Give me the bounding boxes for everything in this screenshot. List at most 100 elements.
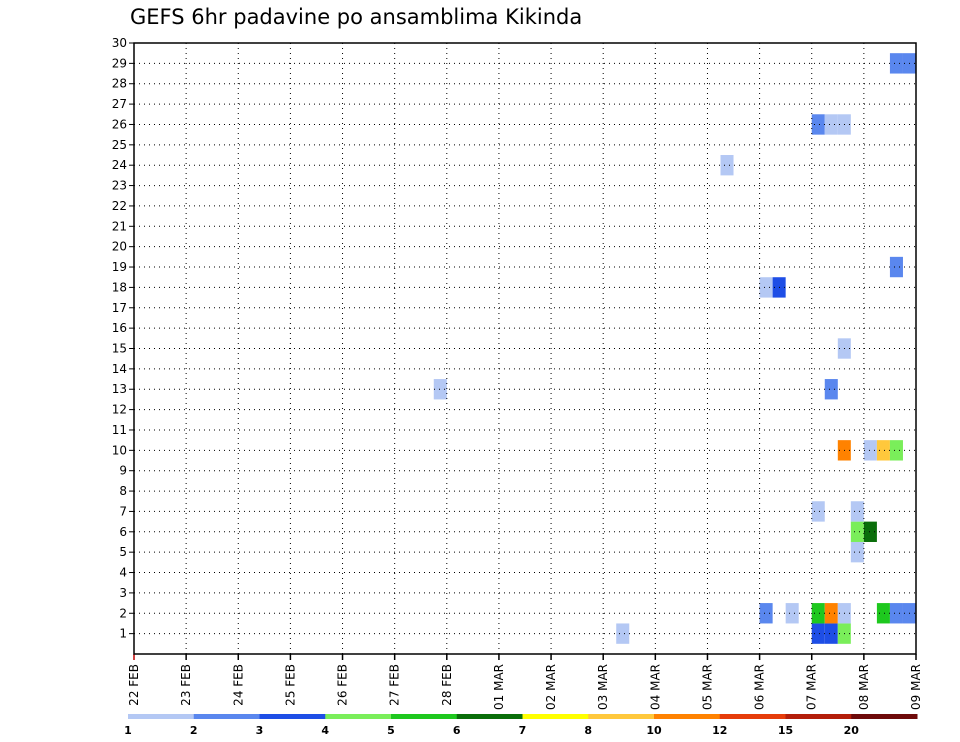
y-tick-label: 9 [119,464,127,478]
colorbar-label: 20 [844,724,860,737]
colorbar-swatch [588,714,655,719]
colorbar-label: 2 [190,724,198,737]
colorbar-label: 5 [387,724,395,737]
colorbar-label: 12 [712,724,727,737]
heat-cell [863,440,877,461]
colorbar-label: 8 [584,724,592,737]
colorbar-swatch [851,714,918,719]
y-tick-label: 2 [119,606,127,620]
x-tick-label: 27 FEB [388,664,402,706]
heat-cell [811,603,825,624]
heat-cell [889,603,903,624]
heat-cell [811,623,825,644]
x-tick-label: 04 MAR [648,664,662,710]
heat-cell [433,379,447,400]
heat-cell [889,53,903,74]
y-tick-label: 21 [112,219,127,233]
heat-cell [863,521,877,542]
heat-cell [720,155,734,176]
y-tick-label: 14 [112,362,127,376]
y-tick-label: 17 [112,301,127,315]
y-tick-label: 1 [119,627,127,641]
colorbar-label: 6 [453,724,461,737]
heat-cell [824,114,838,135]
y-axis: 1234567891011121314151617181920212223242… [112,36,134,641]
y-tick-label: 24 [112,158,127,172]
x-tick-label: 26 FEB [336,664,350,706]
heat-cell [889,256,903,278]
plot-frame [133,42,917,655]
colorbar-swatch [785,714,852,719]
x-tick-label: 03 MAR [596,664,610,710]
y-tick-label: 18 [112,280,127,294]
y-tick-label: 16 [112,321,127,335]
y-tick-label: 26 [112,117,127,131]
colorbar-swatch [522,714,589,719]
colorbar-swatch [719,714,786,719]
y-tick-label: 20 [112,240,127,254]
heat-cell [785,603,799,624]
y-tick-label: 4 [119,566,127,580]
colorbar-label: 3 [256,724,264,737]
heat-cell [824,603,838,624]
chart-title: GEFS 6hr padavine po ansamblima Kikinda [130,5,582,29]
heat-cell [824,379,838,400]
colorbar-label: 7 [519,724,527,737]
colorbar-swatch [654,714,721,719]
heat-cell [759,277,773,298]
colorbar-swatch [259,714,326,719]
x-tick-label: 28 FEB [440,664,454,706]
heat-cell [811,114,825,135]
x-tick-label: 25 FEB [283,664,297,706]
heat-cell [876,603,890,624]
x-tick-label: 05 MAR [700,664,714,710]
x-tick-label: 07 MAR [805,664,819,710]
y-tick-label: 7 [119,504,127,518]
colorbar-label: 10 [646,724,662,737]
colorbar-swatch [325,714,392,719]
heat-cell [876,440,890,461]
colorbar: 1 2 3 4 5 6 7 8 10 12 15 20 [124,714,918,737]
y-tick-label: 13 [112,382,127,396]
y-tick-label: 12 [112,403,127,417]
heat-cell [850,541,864,563]
heat-cell [824,623,838,644]
y-tick-label: 11 [112,423,127,437]
x-tick-label: 23 FEB [179,664,193,706]
y-tick-label: 27 [112,97,127,111]
colorbar-label: 15 [778,724,793,737]
y-tick-label: 22 [112,199,127,213]
y-tick-label: 29 [112,56,127,70]
colorbar-swatch [391,714,458,719]
x-tick-label: 22 FEB [127,664,141,706]
grid-layer [133,42,917,654]
colorbar-label: 1 [124,724,132,737]
y-tick-label: 3 [119,586,127,600]
x-tick-label: 24 FEB [231,664,245,706]
y-tick-label: 19 [112,260,127,274]
heat-cell [811,501,825,522]
heat-cell [850,521,864,542]
x-axis: 22 FEB 23 FEB 24 FEB 25 FEB 26 FEB 27 FEB 28 F… [127,654,923,710]
y-tick-label: 23 [112,179,127,193]
heat-cell [759,603,773,624]
y-tick-label: 30 [112,36,127,50]
x-tick-label: 01 MAR [492,664,506,710]
y-tick-label: 28 [112,77,127,91]
x-tick-label: 06 MAR [753,664,767,710]
colorbar-swatch [128,714,195,719]
y-tick-label: 10 [112,443,127,457]
y-tick-label: 15 [112,342,127,356]
y-tick-label: 25 [112,138,127,152]
colorbar-label: 4 [321,724,329,737]
x-tick-label: 09 MAR [909,664,923,710]
y-tick-label: 8 [119,484,127,498]
y-tick-label: 5 [119,545,127,559]
heat-cell [616,623,630,644]
x-tick-label: 02 MAR [544,664,558,710]
heat-cell [850,501,864,522]
heat-cell [889,440,903,461]
colorbar-swatch [193,714,260,719]
y-tick-label: 6 [119,525,127,539]
